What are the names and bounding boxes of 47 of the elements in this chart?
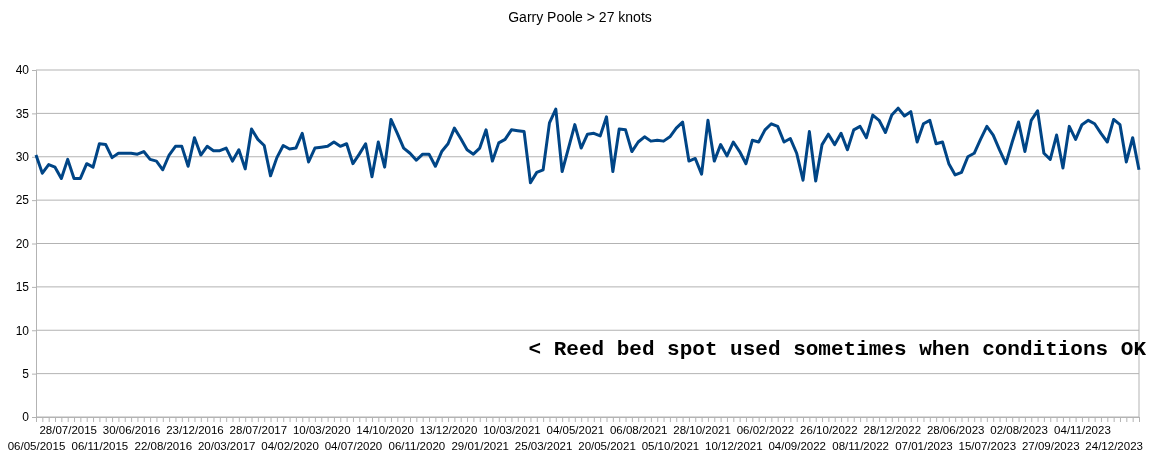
x-tick-label: 28/10/2021 [673,424,731,437]
x-tick-label: 06/08/2021 [609,424,668,437]
y-tick-label: 40 [15,63,30,78]
x-tick-label: 27/09/2023 [1021,440,1080,453]
x-tick-label: 06/11/2020 [388,440,446,453]
x-tick-label: 22/08/2016 [134,440,193,453]
x-tick-label: 05/10/2021 [641,440,700,453]
x-tick-label: 15/07/2023 [958,440,1017,453]
x-tick-label: 28/06/2023 [926,424,985,437]
x-tick-label: 25/03/2021 [514,440,573,453]
y-tick-label: 15 [15,280,30,295]
x-tick-label: 13/12/2020 [419,424,478,437]
x-tick-label: 24/12/2023 [1085,440,1143,453]
x-tick-label: 06/11/2015 [71,440,129,453]
x-tick-label: 02/08/2023 [990,424,1048,437]
x-tick-label: 04/02/2020 [261,440,319,453]
x-tick-label: 10/03/2020 [292,424,351,437]
x-tick-label: 14/10/2020 [356,424,414,437]
x-tick-label: 26/10/2022 [800,424,858,437]
x-tick-label: 30/06/2016 [102,424,161,437]
x-tick-label: 07/01/2023 [895,440,953,453]
y-tick-label: 5 [22,366,30,381]
x-tick-label: 10/12/2021 [705,440,763,453]
x-tick-label: 10/03/2021 [483,424,541,437]
y-tick-label: 35 [15,106,30,121]
y-tick-label: 30 [15,150,30,165]
x-tick-label: 29/01/2021 [451,440,510,453]
x-tick-label: 04/11/2023 [1054,424,1111,437]
x-tick-label: 23/12/2016 [166,424,224,437]
x-tick-label: 06/05/2015 [7,440,66,453]
x-tick-label: 06/02/2022 [736,424,795,437]
x-tick-label: 20/05/2021 [578,440,636,453]
y-tick-label: 20 [15,236,30,251]
line-series [34,106,1141,185]
x-tick-label: 08/11/2022 [832,440,889,453]
x-tick-label: 04/09/2022 [768,440,826,453]
x-tick-label: 28/12/2022 [863,424,922,437]
y-tick-label: 10 [15,323,30,338]
x-tick-label: 20/03/2017 [197,440,256,453]
x-tick-label: 28/07/2015 [39,424,97,437]
x-tick-label: 28/07/2017 [229,424,288,437]
y-tick-label: 25 [15,193,30,208]
annotation: < Reed bed spot used sometimes when conditions OK [528,338,1147,361]
y-tick-label: 0 [22,410,30,425]
x-tick-label: 04/05/2021 [546,424,605,437]
chart-title: Garry Poole > 27 knots [508,9,652,25]
x-tick-label: 04/07/2020 [324,440,383,453]
